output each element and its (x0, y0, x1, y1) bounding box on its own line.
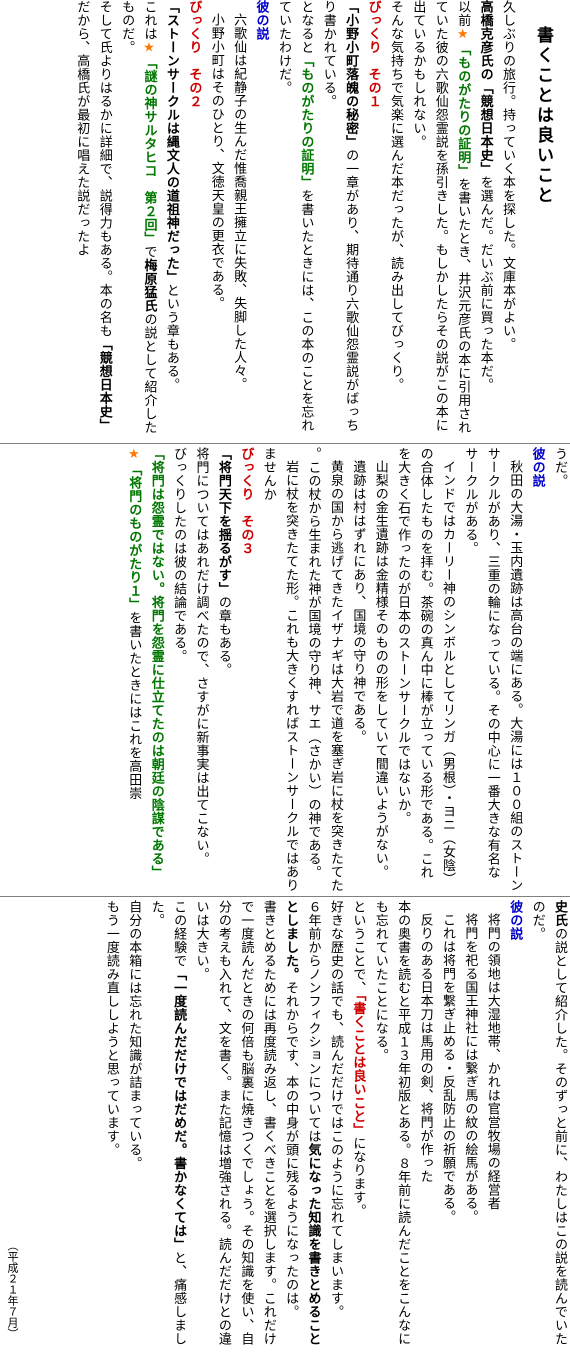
para-feeling: そんな気持ちで気楽に選んだ本だったが、読み出してびっくり。 (387, 0, 403, 392)
band-top-body: 久しぶりの旅行。持っていく本を探した。文庫本がよい。 高橋克彦氏の「競想日本史」… (0, 0, 518, 438)
surprise-1: びっくり その１ (365, 0, 381, 108)
theory-3-heading: 彼の説 (507, 900, 523, 941)
theory-2-heading: 彼の説 (529, 447, 545, 488)
surprise-2: びっくり その２ (186, 0, 202, 108)
para-previous: 以前★「ものがたりの証明」を書いたとき、井沢元彦氏の本に引用されていた彼の六歌仙… (410, 0, 471, 434)
page-title: 書くことは良いこと (533, 26, 553, 206)
section-divider (0, 896, 570, 897)
star-icon: ★ (126, 447, 142, 463)
date-note: （平成２１年７月） (6, 1240, 19, 1339)
band-top: 書くことは良いこと 久しぶりの旅行。持っていく本を探した。文庫本がよい。 高橋克… (0, 0, 570, 440)
band-bottom-body: 史氏の説として紹介した。そのずっと前に、わたしはこの説を読んでいたのだ。 彼の説… (30, 900, 570, 1355)
para-intro: 久しぶりの旅行。持っていく本を探した。文庫本がよい。 (500, 0, 515, 351)
surprise-3: びっくり その３ (238, 447, 254, 555)
star-icon: ★ (141, 40, 157, 57)
para-book: 高橋克彦氏の「競想日本史」を選んだ。だいぶ前に買った本だ。 (477, 0, 493, 392)
theory-1-heading: 彼の説 (253, 0, 269, 41)
band-middle: うだ。 彼の説 秋田の大湯・玉内遺跡は高台の端にある。大湯には１００組のストーン… (0, 447, 570, 894)
section-divider (0, 443, 570, 444)
band-middle-body: うだ。 彼の説 秋田の大湯・玉内遺跡は高台の端にある。大湯には１００組のストーン… (126, 447, 567, 892)
star-icon: ★ (455, 27, 471, 43)
band-bottom: 史氏の説として紹介した。そのずっと前に、わたしはこの説を読んでいたのだ。 彼の説… (0, 900, 570, 1365)
